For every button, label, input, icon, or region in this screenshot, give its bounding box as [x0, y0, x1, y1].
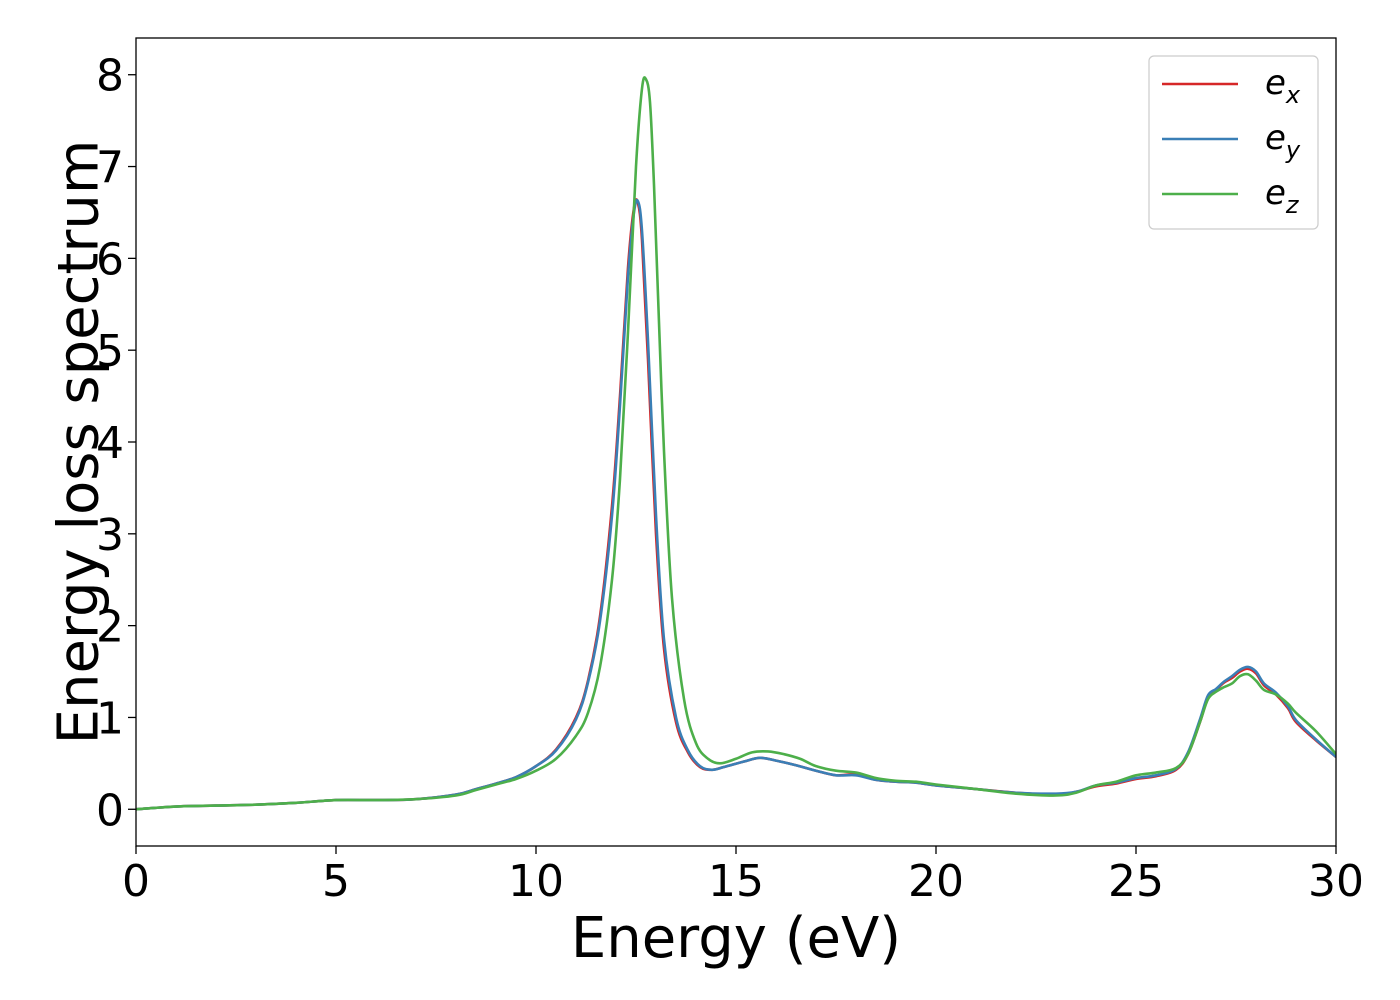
legend-label-ez: ez: [1265, 173, 1300, 219]
y-tick-label: 5: [96, 326, 124, 377]
y-tick-label: 3: [96, 510, 124, 561]
x-tick-label: 5: [322, 856, 350, 907]
legend-label-base: e: [1265, 173, 1286, 213]
x-tick-label: 0: [122, 856, 150, 907]
y-tick-label: 8: [96, 51, 124, 102]
legend-label-ex: ex: [1265, 63, 1301, 109]
legend-box: [1148, 55, 1319, 230]
x-tick-label: 15: [708, 856, 764, 907]
plot-area: [136, 76, 1336, 811]
y-tick-label: 1: [96, 693, 124, 744]
legend-label-base: e: [1265, 63, 1286, 103]
x-tick-label: 20: [908, 856, 964, 907]
legend-label-base: e: [1265, 118, 1286, 158]
y-axis-title: Energy loss spectrum: [47, 140, 112, 745]
y-tick-label: 6: [96, 234, 124, 285]
legend-label-ey: ey: [1265, 118, 1301, 164]
x-axis-title: Energy (eV): [571, 906, 901, 971]
legend-label-subscript: z: [1285, 191, 1300, 219]
y-tick-label: 7: [96, 143, 124, 194]
x-tick-label: 30: [1308, 856, 1364, 907]
y-tick-label: 0: [96, 785, 124, 836]
x-tick-label: 25: [1108, 856, 1164, 907]
series-line-ez: [136, 76, 1336, 811]
y-tick-label: 2: [96, 602, 124, 653]
series-line-ey: [136, 198, 1336, 811]
legend-label-subscript: x: [1285, 81, 1301, 109]
x-tick-label: 10: [508, 856, 564, 907]
legend-label-subscript: y: [1285, 136, 1301, 164]
y-axis: 0 1 2 3 4 5 6 7 8: [96, 51, 136, 836]
y-tick-label: 4: [96, 418, 124, 469]
x-axis: 0 5 10 15 20 25 30: [122, 846, 1364, 907]
